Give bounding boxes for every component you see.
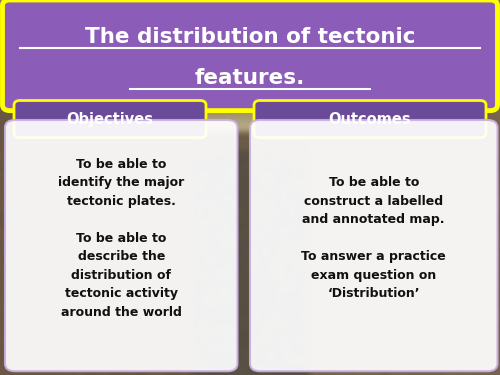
FancyBboxPatch shape: [2, 0, 498, 111]
Text: Objectives: Objectives: [66, 112, 154, 127]
FancyBboxPatch shape: [254, 100, 486, 138]
FancyBboxPatch shape: [5, 120, 237, 371]
FancyBboxPatch shape: [14, 100, 206, 138]
Text: To be able to
identify the major
tectonic plates.

To be able to
describe the
di: To be able to identify the major tectoni…: [58, 158, 184, 319]
Text: The distribution of tectonic: The distribution of tectonic: [85, 27, 415, 47]
Text: Outcomes: Outcomes: [328, 112, 411, 127]
FancyBboxPatch shape: [250, 120, 498, 371]
Text: features.: features.: [195, 68, 305, 88]
Text: To be able to
construct a labelled
and annotated map.

To answer a practice
exam: To be able to construct a labelled and a…: [302, 176, 446, 300]
